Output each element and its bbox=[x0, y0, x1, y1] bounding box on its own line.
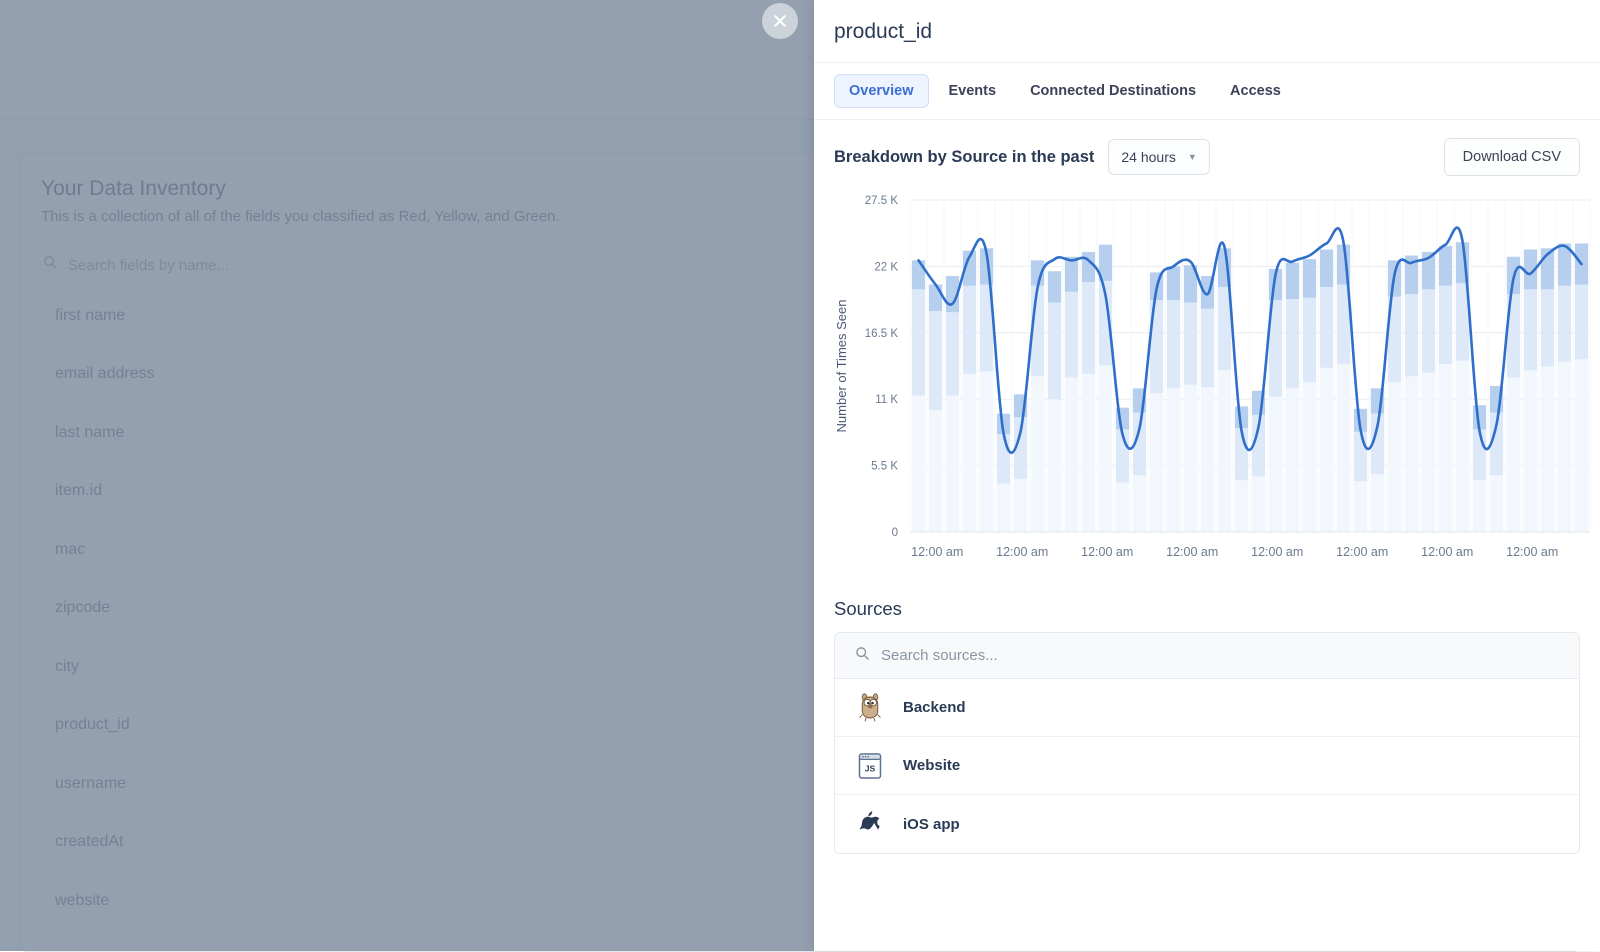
chevron-down-icon: ▼ bbox=[1188, 152, 1197, 162]
source-label: Website bbox=[903, 757, 960, 774]
detail-panel: product_id Overview Events Connected Des… bbox=[814, 0, 1600, 951]
source-row-ios-app[interactable]: iOS app bbox=[835, 795, 1579, 853]
sources-heading: Sources bbox=[814, 588, 1600, 632]
source-row-website[interactable]: JS Website bbox=[835, 737, 1579, 795]
chart-title: Breakdown by Source in the past bbox=[834, 148, 1094, 167]
source-label: Backend bbox=[903, 699, 966, 716]
svg-text:12:00 am: 12:00 am bbox=[1251, 545, 1303, 559]
svg-text:12:00 am: 12:00 am bbox=[911, 545, 963, 559]
sources-list: Search sources... bbox=[834, 632, 1580, 854]
download-csv-button[interactable]: Download CSV bbox=[1444, 138, 1580, 176]
panel-title: product_id bbox=[814, 0, 1600, 62]
panel-tabs: Overview Events Connected Destinations A… bbox=[814, 62, 1600, 120]
svg-text:27.5 K: 27.5 K bbox=[865, 195, 899, 207]
source-row-backend[interactable]: Backend bbox=[835, 679, 1579, 737]
svg-text:0: 0 bbox=[892, 527, 898, 539]
svg-text:12:00 am: 12:00 am bbox=[1421, 545, 1473, 559]
tab-access[interactable]: Access bbox=[1216, 75, 1295, 107]
svg-text:16.5 K: 16.5 K bbox=[865, 328, 899, 340]
svg-text:12:00 am: 12:00 am bbox=[1166, 545, 1218, 559]
svg-text:12:00 am: 12:00 am bbox=[1506, 545, 1558, 559]
svg-text:Number of Times Seen: Number of Times Seen bbox=[834, 300, 849, 433]
close-icon[interactable] bbox=[762, 3, 798, 39]
js-browser-window-icon: JS bbox=[855, 749, 885, 783]
chart-toolbar: Breakdown by Source in the past 24 hours… bbox=[814, 120, 1600, 184]
svg-text:12:00 am: 12:00 am bbox=[1081, 545, 1133, 559]
svg-text:5.5 K: 5.5 K bbox=[871, 461, 898, 473]
sources-search-input[interactable]: Search sources... bbox=[835, 633, 1579, 679]
sources-search-placeholder: Search sources... bbox=[881, 647, 998, 664]
search-icon bbox=[855, 646, 870, 666]
svg-text:22 K: 22 K bbox=[874, 261, 898, 273]
go-gopher-icon bbox=[855, 691, 885, 725]
chart-canvas[interactable]: 0 5.5 K 11 K 16.5 K 22 K 27.5 K 12:00 am 12:00 … bbox=[814, 188, 1600, 588]
svg-text:12:00 am: 12:00 am bbox=[1336, 545, 1388, 559]
time-range-select[interactable]: 24 hours ▼ bbox=[1108, 139, 1209, 175]
time-range-value: 24 hours bbox=[1121, 149, 1175, 165]
svg-text:JS: JS bbox=[865, 763, 876, 773]
apple-logo-icon bbox=[855, 807, 885, 841]
breakdown-chart[interactable]: 0 5.5 K 11 K 16.5 K 22 K 27.5 K 12:00 am 12:00 … bbox=[814, 188, 1600, 588]
svg-text:11 K: 11 K bbox=[875, 394, 898, 406]
svg-text:12:00 am: 12:00 am bbox=[996, 545, 1048, 559]
tab-overview[interactable]: Overview bbox=[834, 74, 929, 108]
tab-connected-destinations[interactable]: Connected Destinations bbox=[1016, 75, 1210, 107]
tab-events[interactable]: Events bbox=[935, 75, 1011, 107]
panel-body: Breakdown by Source in the past 24 hours… bbox=[814, 120, 1600, 951]
source-label: iOS app bbox=[903, 816, 960, 833]
